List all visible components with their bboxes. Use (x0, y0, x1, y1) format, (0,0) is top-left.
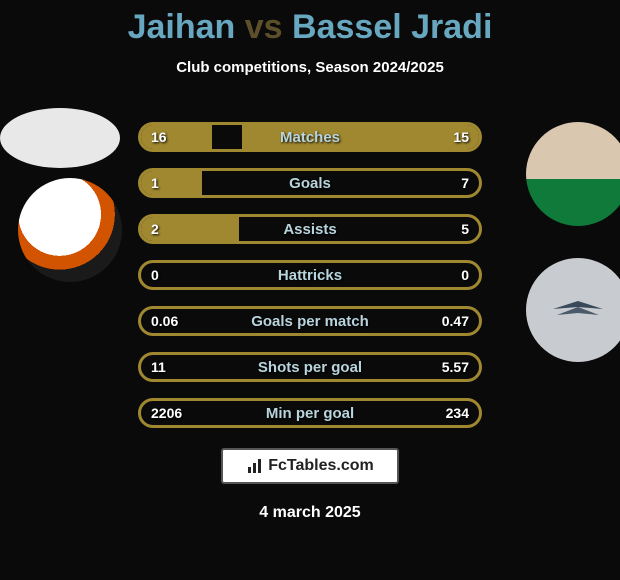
subtitle: Club competitions, Season 2024/2025 (0, 59, 620, 76)
stat-value-right: 5.57 (442, 355, 469, 379)
player1-name: Jaihan (128, 8, 236, 46)
brand-badge: FcTables.com (221, 448, 399, 484)
player2-club-badge (526, 258, 620, 362)
stat-label: Matches (141, 125, 479, 149)
stat-value-left: 1 (151, 171, 159, 195)
player1-avatar (0, 108, 120, 168)
stat-row: Matches16 15 (138, 122, 482, 152)
stat-value-right: 7 (461, 171, 469, 195)
vs-separator: vs (245, 8, 283, 46)
brand-text: FcTables.com (268, 457, 374, 475)
stat-label: Assists (141, 217, 479, 241)
stat-value-left: 0.06 (151, 309, 178, 333)
stat-value-left: 2 (151, 217, 159, 241)
player2-avatar (526, 122, 620, 226)
stat-row: Shots per goal11 5.57 (138, 352, 482, 382)
stat-value-left: 16 (151, 125, 167, 149)
wing-icon (543, 295, 613, 325)
stat-label: Min per goal (141, 401, 479, 425)
stat-value-right: 15 (453, 125, 469, 149)
stat-row: Goals1 7 (138, 168, 482, 198)
player2-name: Bassel Jradi (292, 8, 492, 46)
stat-label: Shots per goal (141, 355, 479, 379)
stat-value-right: 5 (461, 217, 469, 241)
stat-label: Goals (141, 171, 479, 195)
stat-value-left: 2206 (151, 401, 182, 425)
stat-label: Hattricks (141, 263, 479, 287)
stat-value-right: 0.47 (442, 309, 469, 333)
stat-row: Assists2 5 (138, 214, 482, 244)
stat-row: Goals per match0.06 0.47 (138, 306, 482, 336)
stat-value-left: 0 (151, 263, 159, 287)
comparison-title: Jaihan vs Bassel Jradi (0, 0, 620, 47)
stat-row: Hattricks0 0 (138, 260, 482, 290)
stat-value-left: 11 (151, 355, 166, 379)
stat-label: Goals per match (141, 309, 479, 333)
stats-bars: Matches16 15 Goals1 7 Assists2 5 Hattricks0 0 Go… (138, 122, 482, 444)
stat-row: Min per goal2206 234 (138, 398, 482, 428)
date-text: 4 march 2025 (0, 504, 620, 522)
player1-club-badge (18, 178, 122, 282)
stat-value-right: 0 (461, 263, 469, 287)
stat-value-right: 234 (446, 401, 469, 425)
chart-icon (246, 457, 264, 475)
